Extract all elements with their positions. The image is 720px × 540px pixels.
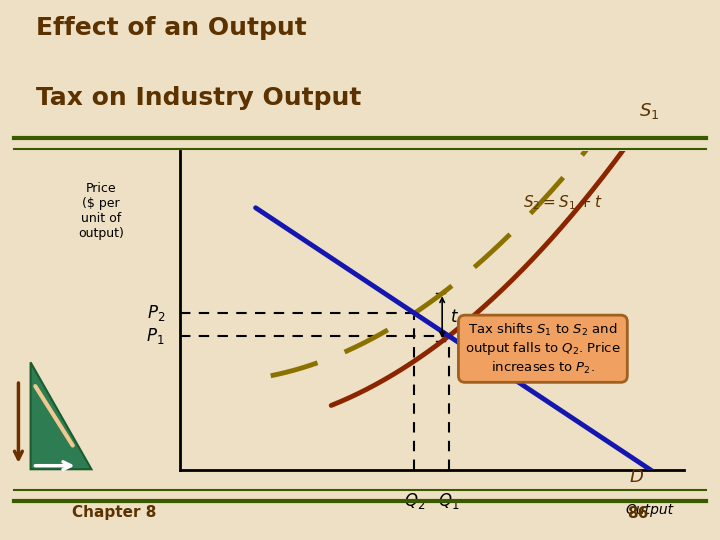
Text: t: t (451, 308, 458, 326)
Text: Effect of an Output: Effect of an Output (36, 16, 307, 40)
Text: $Q_2$: $Q_2$ (404, 490, 425, 510)
Polygon shape (30, 362, 91, 469)
Text: 86: 86 (626, 505, 648, 521)
Text: $S_1$: $S_1$ (639, 101, 659, 121)
Text: Output: Output (626, 503, 674, 517)
Text: Tax on Industry Output: Tax on Industry Output (36, 86, 361, 110)
Text: $Q_1$: $Q_1$ (438, 490, 459, 510)
Text: $P_2$: $P_2$ (147, 303, 165, 323)
Text: Tax shifts $S_1$ to $S_2$ and
output falls to $Q_2$. Price
increases to $P_2$.: Tax shifts $S_1$ to $S_2$ and output fal… (465, 322, 621, 376)
Text: $D$: $D$ (629, 468, 644, 486)
Text: Chapter 8: Chapter 8 (72, 505, 156, 521)
Text: $P_1$: $P_1$ (146, 326, 165, 346)
Text: Price
($ per
unit of
output): Price ($ per unit of output) (78, 181, 124, 240)
Text: $S_2 = S_1 + t$: $S_2 = S_1 + t$ (523, 193, 603, 212)
